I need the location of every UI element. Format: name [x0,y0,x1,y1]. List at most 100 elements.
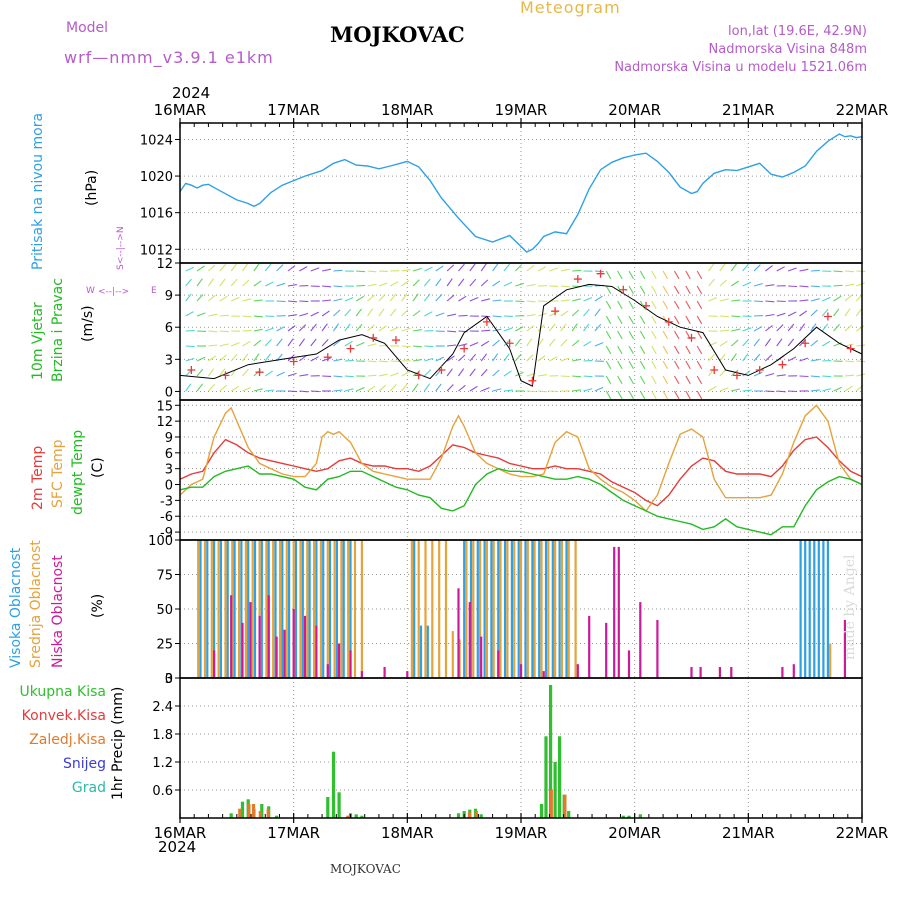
wind-arrow [287,390,298,393]
wind-arrow [321,323,328,332]
bar-cloud_cover [627,650,631,678]
wind-arrow [458,368,465,377]
wind-arrow [560,268,570,272]
bar-cloud_cover [718,667,721,678]
wind-compass-e: E [151,286,157,296]
wind-arrow [230,385,240,392]
wind-arrow [538,390,548,393]
wind-arrow [605,360,612,370]
wind-marker [823,312,832,321]
wind-arrow [730,263,738,272]
wind-arrow [753,371,763,377]
wind-arrow [821,296,831,302]
bar-precipitation [238,808,242,818]
y-tick-label: 0 [165,672,173,687]
wind-arrow [572,269,582,272]
bar-cloud_cover [431,540,434,678]
series-line-temperature-0 [179,436,863,507]
wind-arrow [822,375,832,378]
wind-arrow [628,285,634,295]
bar-cloud_cover [497,650,500,678]
wind-arrow [242,279,250,287]
wind-arrow [856,373,866,377]
bar-cloud_cover [349,540,352,678]
wind-arrow [776,266,785,272]
wind-arrow [764,338,772,347]
bar-precipitation [467,812,471,818]
wind-arrow [787,311,797,317]
bar-cloud_cover [519,664,523,678]
bar-cloud_cover [285,540,288,678]
bar-cloud_cover [506,540,509,678]
bar-cloud_cover [230,595,233,678]
wind-arrow [355,341,365,347]
wind-arrow [208,313,218,317]
bar-precipitation [563,794,567,818]
wind-arrow [503,327,513,332]
wind-arrow [628,330,634,340]
wind-arrow [276,282,286,287]
wind-arrow [537,338,544,347]
wind-arrow [673,300,680,310]
wind-arrow [321,310,330,317]
wind-arrow [776,338,783,347]
wind-arrow [435,356,445,362]
bar-cloud_cover [476,540,479,678]
wind-arrow [628,375,634,385]
wind-arrow [196,383,204,392]
wind-arrow [526,284,536,287]
wind-arrow [242,368,249,377]
wind-arrow [469,353,477,362]
wind-arrow [799,357,809,362]
wind-arrow [639,375,646,385]
wind-arrow [605,345,612,355]
wind-arrow [208,330,218,333]
bar-precipitation [539,804,544,818]
bar-cloud_cover [519,540,523,678]
wind-marker [255,368,264,377]
y-tick-label: 1016 [140,207,173,222]
bar-cloud_cover [483,540,486,678]
bar-precipitation [621,815,625,818]
wind-arrow [572,375,582,378]
wind-arrow [708,341,718,347]
wind-arrow [208,384,216,392]
wind-arrow [196,312,206,317]
bar-cloud_cover [513,540,516,678]
bar-cloud_cover [333,540,336,678]
wind-arrow [833,342,843,347]
wind-marker [369,333,378,342]
wind-arrow [185,357,195,362]
wind-arrow [458,263,465,272]
bar-cloud_cover [272,540,275,678]
wind-arrow [594,270,604,273]
wind-arrow [651,285,657,295]
panel-label-wind-1: Brzina i Pravac [50,278,66,382]
bar-cloud_cover [226,540,229,678]
bar-cloud_cover [251,540,254,678]
bar-precipitation [266,808,270,818]
wind-arrow [287,284,297,287]
wind-arrow [719,387,729,392]
bar-cloud_cover [438,540,441,678]
wind-arrow [787,323,795,332]
wind-arrow [378,373,388,377]
wind-arrow [537,374,548,377]
bar-precipitation [326,797,330,818]
bar-cloud_cover [315,625,318,678]
wind-arrow [435,383,442,392]
lonlat-text: lon,lat (19.6E, 42.9N) [728,24,867,39]
wind-arrow [219,330,229,333]
wind-arrow [731,315,741,318]
bar-cloud_cover [258,540,261,678]
wind-arrow [719,315,729,318]
wind-arrow [469,341,479,347]
series-line-wind-0 [179,283,863,387]
wind-arrow [367,385,376,392]
wind-arrow [526,325,535,332]
wind-arrow [696,285,703,295]
wind-arrow [560,285,570,288]
wind-arrow [833,284,843,287]
legend-item-4: Grad [71,780,106,796]
wind-arrow [503,281,513,287]
